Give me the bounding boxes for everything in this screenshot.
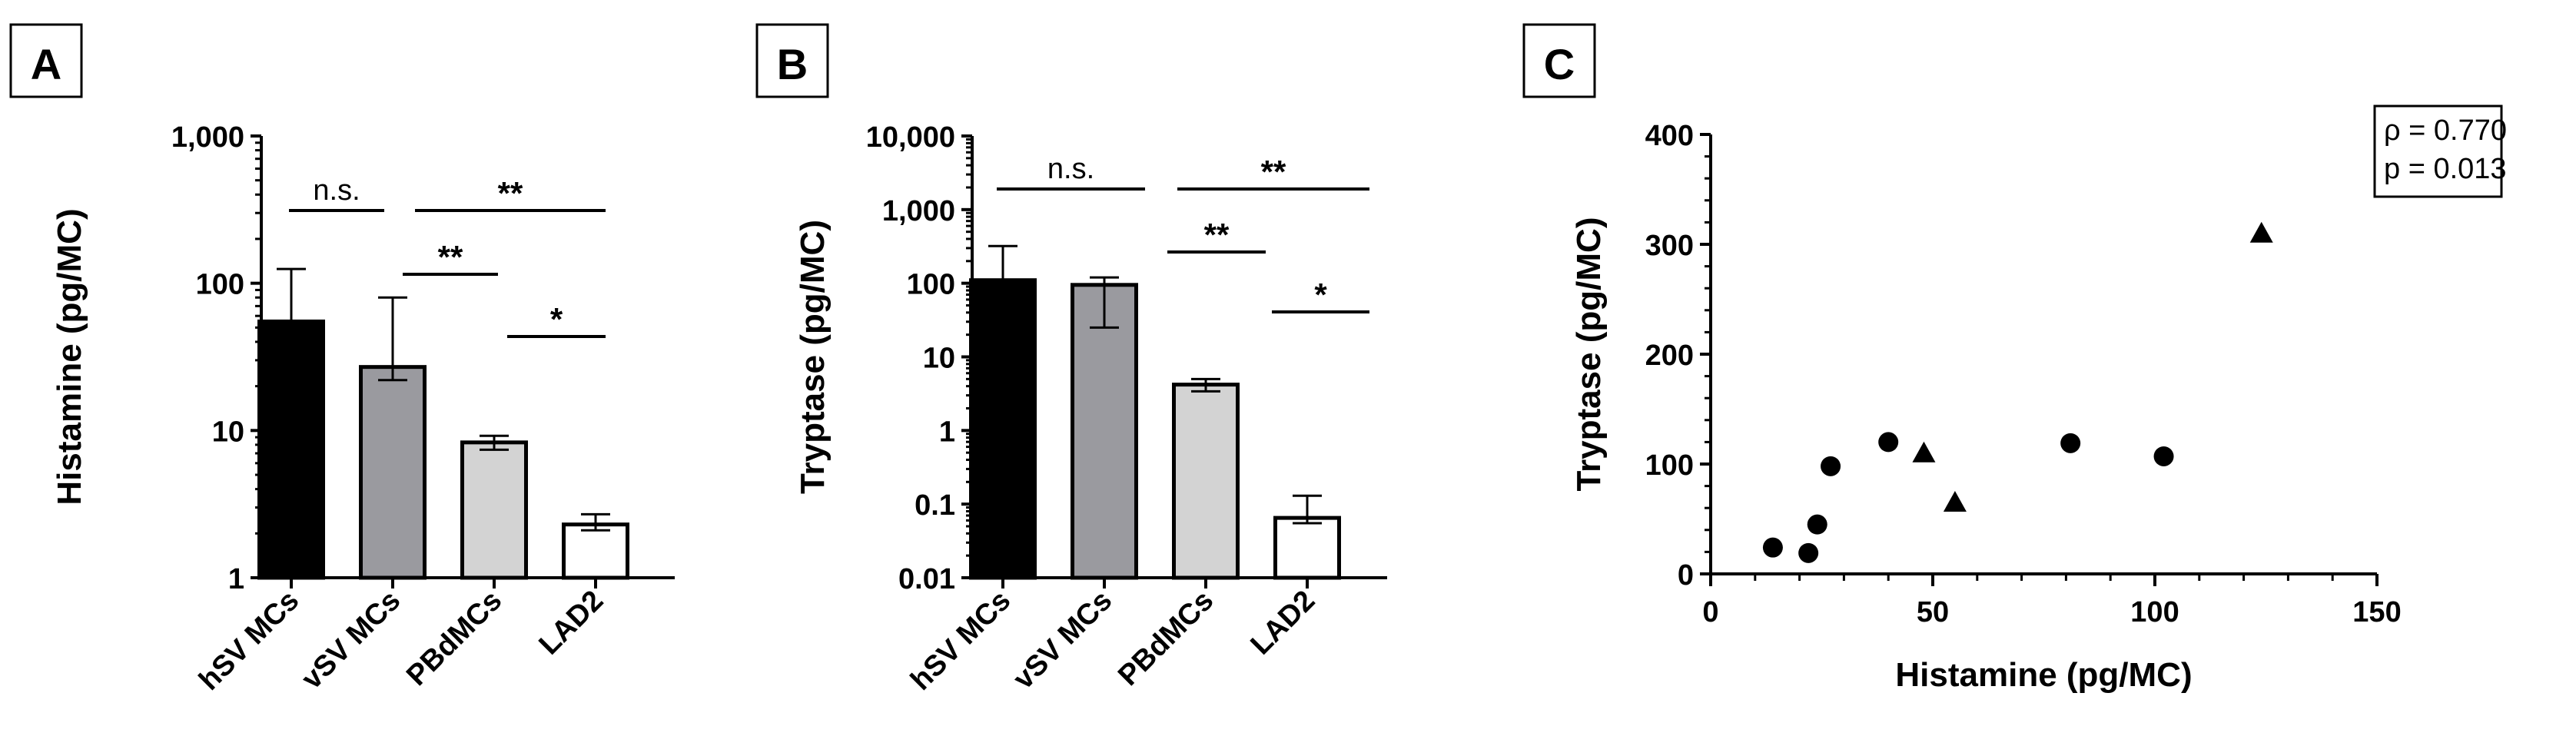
scatter-point-circle	[1878, 432, 1899, 453]
y-tick-label: 10	[923, 343, 955, 375]
y-tick-label: 100	[907, 269, 955, 301]
significance-label: **	[498, 175, 523, 211]
category-label: vSV MCs	[1007, 585, 1119, 696]
bar-hsv-mcs	[257, 319, 325, 580]
bar-vsv-mcs	[1071, 283, 1138, 580]
panel-b-chart: 0.01 0.1 1 10 100 1,000 10,000 Tryptase (pg/MC)…	[794, 121, 1387, 697]
y-tick-label: 0	[1678, 559, 1694, 592]
y-tick-label: 100	[196, 269, 244, 301]
x-tick-label: 150	[2352, 596, 2401, 628]
y-tick-label: 100	[1645, 449, 1694, 482]
scatter-point-circle	[2060, 433, 2081, 453]
category-label: LAD2	[533, 585, 609, 661]
y-tick-label: 200	[1645, 340, 1694, 372]
y-tick-label: 300	[1645, 230, 1694, 262]
panel-label-b-text: B	[777, 40, 808, 88]
y-tick-label: 0.1	[915, 489, 955, 522]
bar-hsv-mcs	[969, 278, 1037, 580]
significance-label: **	[1261, 154, 1286, 190]
significance-label: *	[550, 301, 563, 337]
bar-lad2	[562, 522, 629, 580]
category-label: PBdMCs	[400, 585, 508, 692]
y-tick-label: 1	[939, 416, 955, 448]
significance-label: **	[438, 239, 463, 275]
significance-label: **	[1204, 217, 1230, 253]
scatter-point-circle	[1821, 456, 1841, 476]
rho-text: ρ = 0.770	[2384, 114, 2507, 147]
panel-label-c-text: C	[1544, 40, 1575, 88]
scatter-point-circle	[1798, 542, 1819, 563]
scatter-point-circle	[1807, 514, 1827, 535]
bar-pbdmcs	[1172, 383, 1240, 580]
bar-pbdmcs	[460, 440, 528, 580]
y-axis-title: Tryptase (pg/MC)	[1570, 217, 1608, 492]
y-tick-label: 1,000	[171, 121, 244, 154]
bar-lad2	[1273, 516, 1341, 580]
significance-label: *	[1314, 277, 1327, 313]
category-label: LAD2	[1244, 585, 1321, 661]
x-axis-title: Histamine (pg/MC)	[1895, 656, 2192, 694]
stats-box	[2373, 104, 2503, 198]
scatter-point-circle	[2153, 446, 2174, 466]
y-tick-label: 1,000	[882, 195, 955, 227]
x-tick-label: 100	[2130, 596, 2179, 628]
panel-c-chart: 0 100 200 300 400 0 50 100 150 Histamine (pg/MC) T…	[1570, 104, 2507, 694]
category-label: hSV MCs	[193, 585, 305, 697]
x-tick-label: 50	[1917, 596, 1949, 628]
y-tick-label: 10	[212, 416, 244, 448]
bar-vsv-mcs	[359, 365, 427, 580]
significance-label: n.s.	[1047, 153, 1094, 185]
y-tick-label: 0.01	[898, 563, 955, 595]
significance-label: n.s.	[313, 174, 360, 207]
p-value-text: p = 0.013	[2384, 153, 2507, 185]
category-label: hSV MCs	[905, 585, 1017, 697]
scatter-point-triangle	[2249, 221, 2273, 243]
y-axis-title: Histamine (pg/MC)	[51, 208, 88, 505]
y-tick-label: 400	[1645, 120, 1694, 152]
scatter-point-circle	[1762, 537, 1783, 558]
scatter-point-triangle	[1943, 491, 1967, 512]
y-axis-title: Tryptase (pg/MC)	[794, 220, 832, 494]
category-label: vSV MCs	[296, 585, 407, 696]
panel-label-a: A	[9, 23, 83, 98]
category-label: PBdMCs	[1112, 585, 1220, 692]
panel-label-a-text: A	[31, 40, 61, 88]
panel-label-b: B	[755, 23, 829, 98]
panel-label-c: C	[1522, 23, 1596, 98]
x-tick-label: 0	[1702, 596, 1718, 628]
scatter-point-triangle	[1912, 441, 1936, 463]
y-tick-label: 10,000	[866, 121, 955, 154]
y-tick-label: 1	[228, 563, 244, 595]
